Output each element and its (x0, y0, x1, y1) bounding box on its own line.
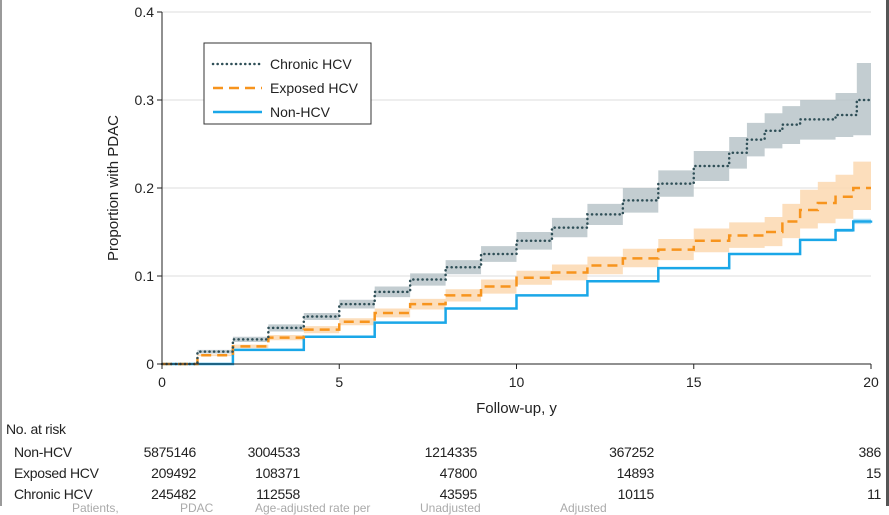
risk-table-title: No. at risk (6, 421, 66, 437)
risk-count: 386 (858, 444, 882, 460)
cut-off-header: Patients, (72, 501, 119, 515)
legend-label: Non-HCV (270, 104, 331, 120)
risk-count: 5875146 (143, 444, 197, 460)
risk-count: 367252 (609, 444, 654, 460)
risk-count: 245482 (151, 486, 196, 502)
risk-count: 112558 (256, 486, 300, 502)
risk-count: 3004533 (247, 444, 301, 460)
cut-off-header: Age-adjusted rate per (255, 501, 371, 515)
risk-count: 47800 (439, 465, 478, 481)
legend-label: Chronic HCV (270, 56, 352, 72)
cut-off-header: Unadjusted (420, 501, 481, 515)
cut-off-header: Adjusted (560, 501, 607, 515)
risk-count: 11 (867, 486, 881, 502)
ci-band (162, 161, 871, 364)
km-chart: 0 0.1 0.2 0.3 0.4 0 5 10 15 20 Follow-up, y Proport… (105, 4, 879, 417)
risk-count: 1214335 (424, 444, 478, 460)
x-tick-label: 5 (335, 374, 343, 390)
y-tick-label: 0.2 (135, 180, 155, 196)
risk-row-label: Non-HCV (14, 444, 72, 460)
y-tick-label: 0.3 (135, 92, 155, 108)
risk-row-label: Exposed HCV (14, 465, 99, 481)
y-tick-label: 0.4 (135, 4, 155, 20)
risk-count: 15 (866, 465, 881, 481)
series-line (162, 186, 871, 366)
risk-count: 14893 (616, 465, 655, 481)
risk-row-label: Chronic HCV (14, 486, 93, 502)
risk-count: 209492 (151, 465, 196, 481)
legend-label: Exposed HCV (270, 80, 359, 96)
risk-count: 10115 (617, 486, 655, 502)
risk-count: 43595 (439, 486, 478, 502)
x-tick-label: 10 (509, 374, 525, 390)
y-axis-label: Proportion with PDAC (105, 115, 122, 261)
cut-off-header: PDAC (180, 501, 214, 515)
x-tick-label: 15 (686, 374, 702, 390)
x-tick-label: 0 (158, 374, 166, 390)
x-axis-label: Follow-up, y (476, 400, 557, 417)
y-tick-label: 0 (146, 356, 154, 372)
y-tick-label: 0.1 (135, 268, 155, 284)
series-line (160, 98, 873, 366)
x-tick-label: 20 (863, 374, 879, 390)
risk-count: 108371 (255, 465, 300, 481)
legend: Chronic HCV Exposed HCV Non-HCV (203, 42, 372, 125)
